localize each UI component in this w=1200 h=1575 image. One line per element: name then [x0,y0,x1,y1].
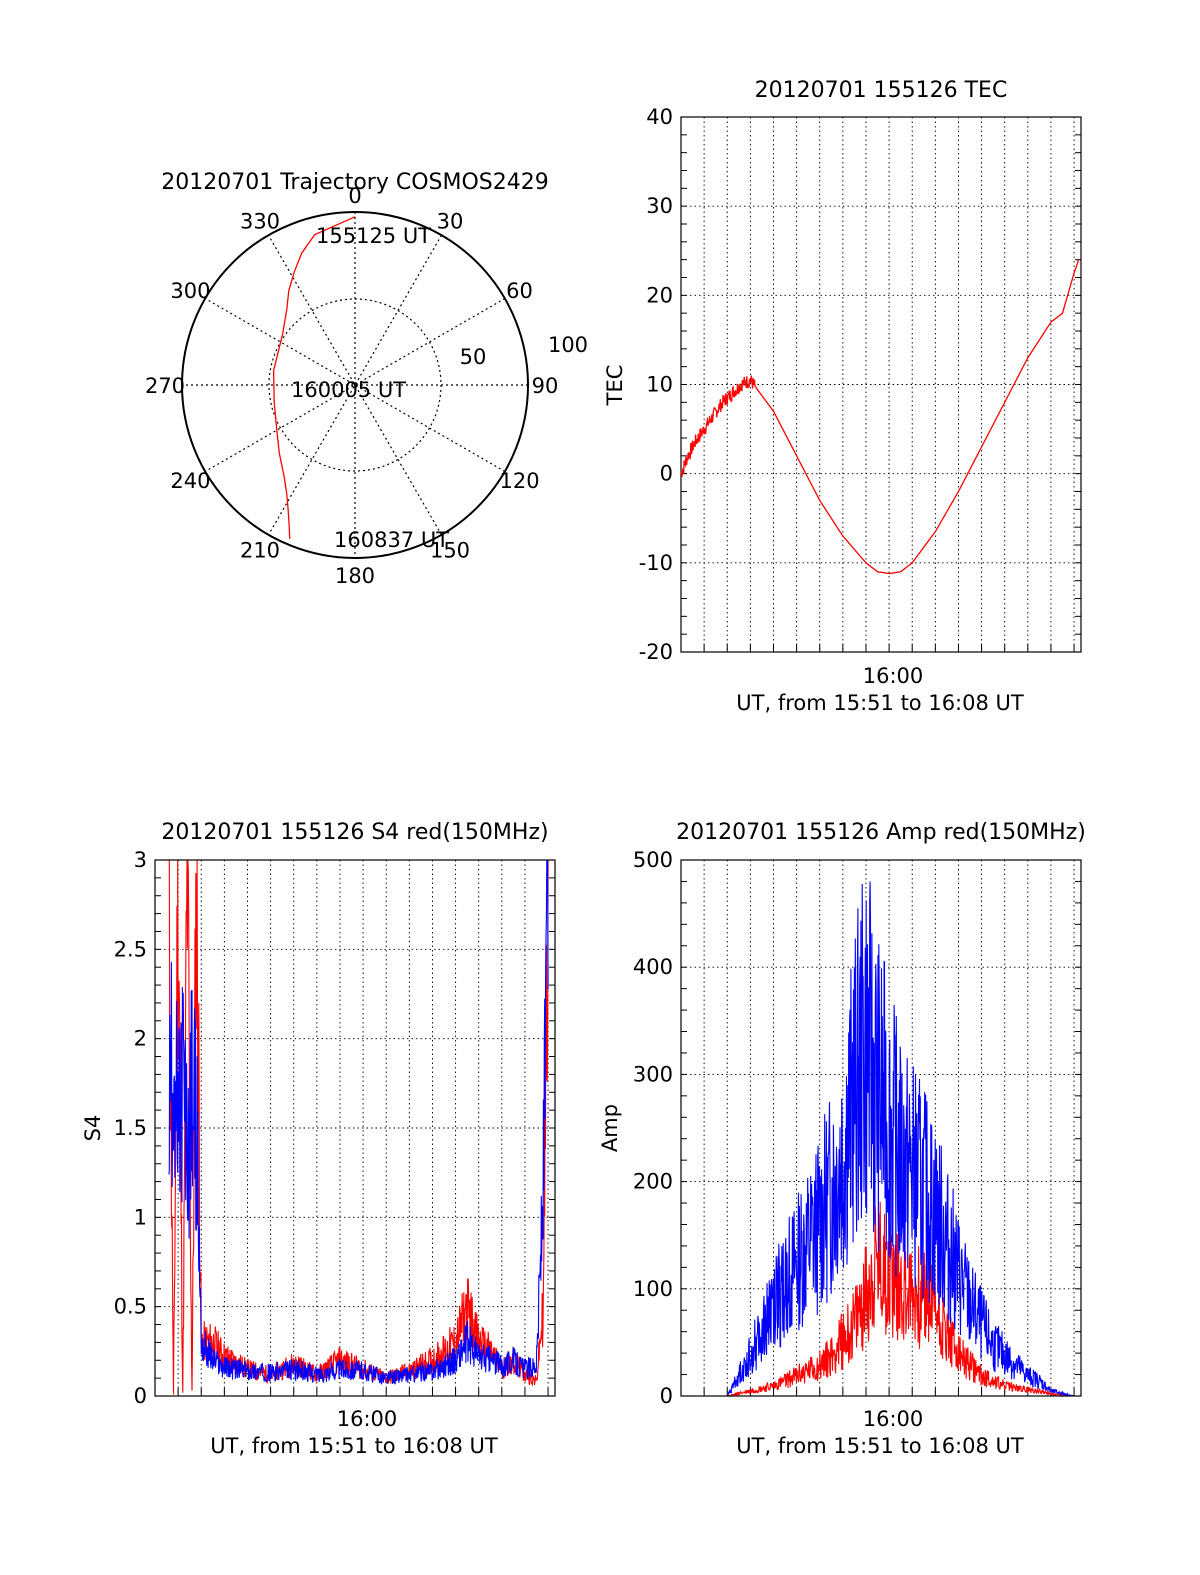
amp-x-axis-label: UT, from 15:51 to 16:08 UT [736,1434,1024,1458]
tec-y-tick-5: 30 [646,194,673,218]
tec-y-tick-labels: -20 -10 0 10 20 30 40 [639,105,673,664]
s4-series-line-1 [168,859,549,1385]
amp-y-tick-3: 300 [633,1062,673,1086]
tec-x-axis-label: UT, from 15:51 to 16:08 UT [736,691,1024,715]
polar-title: 20120701 Trajectory COSMOS2429 [161,170,548,195]
polar-annotation-start: 155125 UT [316,224,431,248]
polar-az-label-240: 240 [170,469,210,493]
tec-y-tick-2: 0 [660,462,673,486]
s4-y-tick-5: 2.5 [114,937,147,961]
s4-x-tick-label: 16:00 [337,1407,398,1431]
s4-y-axis-label: S4 [81,1115,105,1142]
polar-panel: 20120701 Trajectory COSMOS2429 0 30 60 90 12… [145,170,588,588]
amp-y-tick-5: 500 [633,848,673,872]
polar-azimuth-labels: 0 30 60 90 120 150 180 210 240 270 300 330 [145,184,558,588]
s4-title: 20120701 155126 S4 red(150MHz) [161,820,548,845]
amp-y-tick-labels: 0 100 200 300 400 500 [633,848,673,1408]
amp-y-axis-label: Amp [598,1104,622,1152]
s4-panel: 20120701 155126 S4 red(150MHz) 0 0.5 1 1.5 2… [81,820,556,1458]
s4-series [168,859,549,1395]
polar-annotation-mid: 160005 UT [291,378,406,402]
s4-y-tick-2: 1 [134,1205,147,1229]
s4-y-tick-1: 0.5 [114,1295,147,1319]
polar-az-label-210: 210 [240,539,280,563]
polar-radial-tick-100: 100 [548,333,588,357]
s4-y-tick-3: 1.5 [114,1116,147,1140]
tec-plot-frame [680,116,1082,653]
tec-panel: 20120701 155126 TEC -20 -10 0 10 20 30 40 16:0… [603,78,1082,715]
polar-az-label-0: 0 [348,184,361,208]
tec-y-tick-4: 20 [646,283,673,307]
polar-az-label-30: 30 [437,209,464,233]
tec-x-tick-label: 16:00 [863,664,924,688]
tec-y-tick-3: 10 [646,373,673,397]
polar-az-label-120: 120 [499,469,539,493]
amp-title: 20120701 155126 Amp red(150MHz) [676,820,1086,845]
amp-x-tick-label: 16:00 [863,1407,924,1431]
amp-panel: 20120701 155126 Amp red(150MHz) 0 100 200 3… [598,820,1086,1458]
tec-series-line-0 [680,259,1080,575]
polar-annotation-end: 160837 UT [334,528,449,552]
amp-series-line-1 [681,881,1075,1397]
polar-az-label-180: 180 [335,564,375,588]
polar-az-label-90: 90 [532,374,559,398]
amp-series [681,881,1075,1397]
amp-y-tick-4: 400 [633,955,673,979]
amp-y-tick-1: 100 [633,1277,673,1301]
amp-series-line-0 [681,1201,1075,1397]
tec-y-axis-label: TEC [603,365,627,407]
tec-y-tick-6: 40 [646,105,673,129]
polar-az-label-300: 300 [170,279,210,303]
tec-title: 20120701 155126 TEC [755,78,1008,103]
polar-az-label-150: 150 [430,539,470,563]
s4-plot-frame [154,859,556,1397]
polar-trajectory-line [272,216,356,539]
s4-series-line-0 [168,859,549,1395]
s4-y-tick-6: 3 [134,848,147,872]
tec-y-tick-1: -10 [639,551,673,575]
tec-y-tick-0: -20 [639,640,673,664]
s4-y-tick-0: 0 [134,1384,147,1408]
polar-az-label-330: 330 [240,209,280,233]
polar-az-label-60: 60 [506,279,533,303]
s4-y-tick-4: 2 [134,1027,147,1051]
tec-series [680,259,1080,575]
polar-az-label-270: 270 [145,374,185,398]
amp-y-tick-0: 0 [660,1384,673,1408]
s4-grid [155,859,555,1397]
amp-plot-frame [680,859,1082,1397]
s4-x-axis-label: UT, from 15:51 to 16:08 UT [210,1434,498,1458]
amp-y-tick-2: 200 [633,1170,673,1194]
s4-y-tick-labels: 0 0.5 1 1.5 2 2.5 3 [114,848,147,1408]
polar-radial-tick-50: 50 [460,345,487,369]
